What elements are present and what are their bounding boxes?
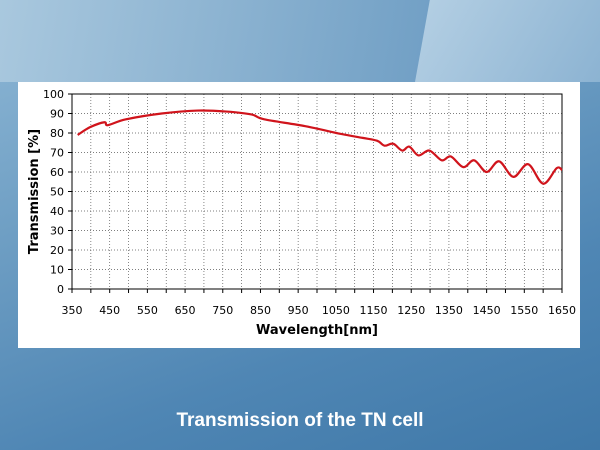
x-axis-label: Wavelength[nm] (256, 323, 378, 338)
x-tick-label: 1250 (397, 304, 425, 317)
series-line-transmission (77, 109, 563, 185)
header-accent (415, 0, 600, 82)
x-tick-label: 650 (175, 304, 196, 317)
y-tick-label: 70 (50, 147, 64, 160)
x-tick-label: 850 (250, 304, 271, 317)
x-tick-label: 450 (99, 304, 120, 317)
y-tick-label: 10 (50, 264, 64, 277)
y-tick-label: 100 (43, 88, 64, 101)
x-tick-label: 1050 (322, 304, 350, 317)
y-tick-label: 40 (50, 205, 64, 218)
x-tick-label: 1650 (548, 304, 576, 317)
x-tick-label: 350 (62, 304, 83, 317)
plot-frame (71, 93, 563, 290)
x-tick-label: 1350 (435, 304, 463, 317)
x-tick-label: 1150 (360, 304, 388, 317)
x-tick-label: 950 (288, 304, 309, 317)
y-tick-label: 0 (57, 283, 64, 296)
y-tick-label: 90 (50, 108, 64, 121)
slide-title: Transmission of the TN cell (176, 410, 424, 431)
y-tick-label: 30 (50, 225, 64, 238)
x-tick-label: 750 (212, 304, 233, 317)
y-tick-label: 60 (50, 166, 64, 179)
y-axis-label: Transmission [%] (27, 129, 42, 254)
x-tick-label: 1450 (473, 304, 501, 317)
y-tick-label: 80 (50, 127, 64, 140)
y-tick-label: 50 (50, 186, 64, 199)
x-tick-label: 1550 (510, 304, 538, 317)
x-tick-label: 550 (137, 304, 158, 317)
y-tick-label: 20 (50, 244, 64, 257)
